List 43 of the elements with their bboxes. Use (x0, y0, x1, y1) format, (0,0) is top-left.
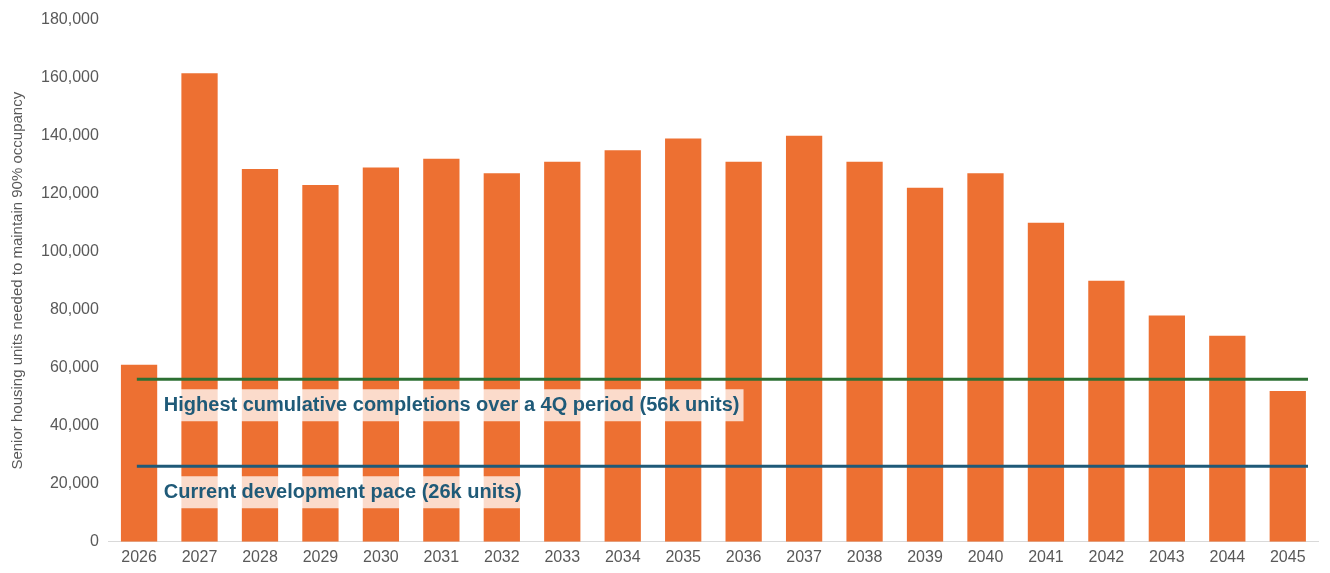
ref-line-label: Current development pace (26k units) (163, 479, 522, 502)
x-tick-label: 2027 (181, 547, 218, 565)
y-tick-label: 0 (89, 532, 99, 550)
x-tick-label: 2042 (1088, 547, 1125, 565)
x-tick-label: 2030 (363, 547, 399, 565)
x-tick-label: 2029 (302, 547, 339, 565)
bar (846, 161, 883, 542)
bar (967, 173, 1004, 542)
x-tick-label: 2041 (1028, 547, 1064, 565)
y-tick-label: 160,000 (40, 68, 99, 86)
y-tick-label: 80,000 (49, 300, 99, 318)
x-tick-label: 2044 (1209, 547, 1246, 565)
x-tick-label: 2036 (725, 547, 762, 565)
y-tick-label: 60,000 (49, 358, 99, 376)
x-tick-label: 2045 (1269, 547, 1306, 565)
bar (1088, 280, 1125, 542)
y-tick-label: 40,000 (49, 416, 99, 434)
x-tick-label: 2032 (484, 547, 520, 565)
y-tick-label: 20,000 (49, 474, 99, 492)
y-tick-label: 180,000 (40, 10, 99, 28)
x-tick-label: 2033 (544, 547, 581, 565)
bar (1148, 315, 1185, 542)
x-tick-label: 2037 (786, 547, 822, 565)
y-tick-label: 120,000 (40, 184, 99, 202)
x-tick-label: 2043 (1149, 547, 1185, 565)
y-axis-title: Senior housing units needed to maintain 90% occupancy (8, 91, 26, 470)
bar (906, 187, 944, 542)
x-tick-label: 2038 (846, 547, 883, 565)
bar (785, 135, 823, 542)
x-tick-label: 2034 (604, 547, 641, 565)
x-tick-label: 2026 (121, 547, 157, 565)
bar (1209, 335, 1246, 542)
y-tick-label: 140,000 (40, 126, 99, 144)
x-tick-label: 2035 (665, 547, 702, 565)
bar (1027, 222, 1065, 542)
x-tick-label: 2028 (242, 547, 278, 565)
x-tick-label: 2031 (423, 547, 460, 565)
x-tick-label: 2039 (907, 547, 943, 565)
bar (120, 364, 158, 542)
y-tick-label: 100,000 (40, 242, 99, 260)
x-tick-label: 2040 (967, 547, 1004, 565)
bar (1269, 390, 1306, 542)
ref-line-label: Highest cumulative completions over a 4Q period (56k units) (163, 392, 740, 415)
